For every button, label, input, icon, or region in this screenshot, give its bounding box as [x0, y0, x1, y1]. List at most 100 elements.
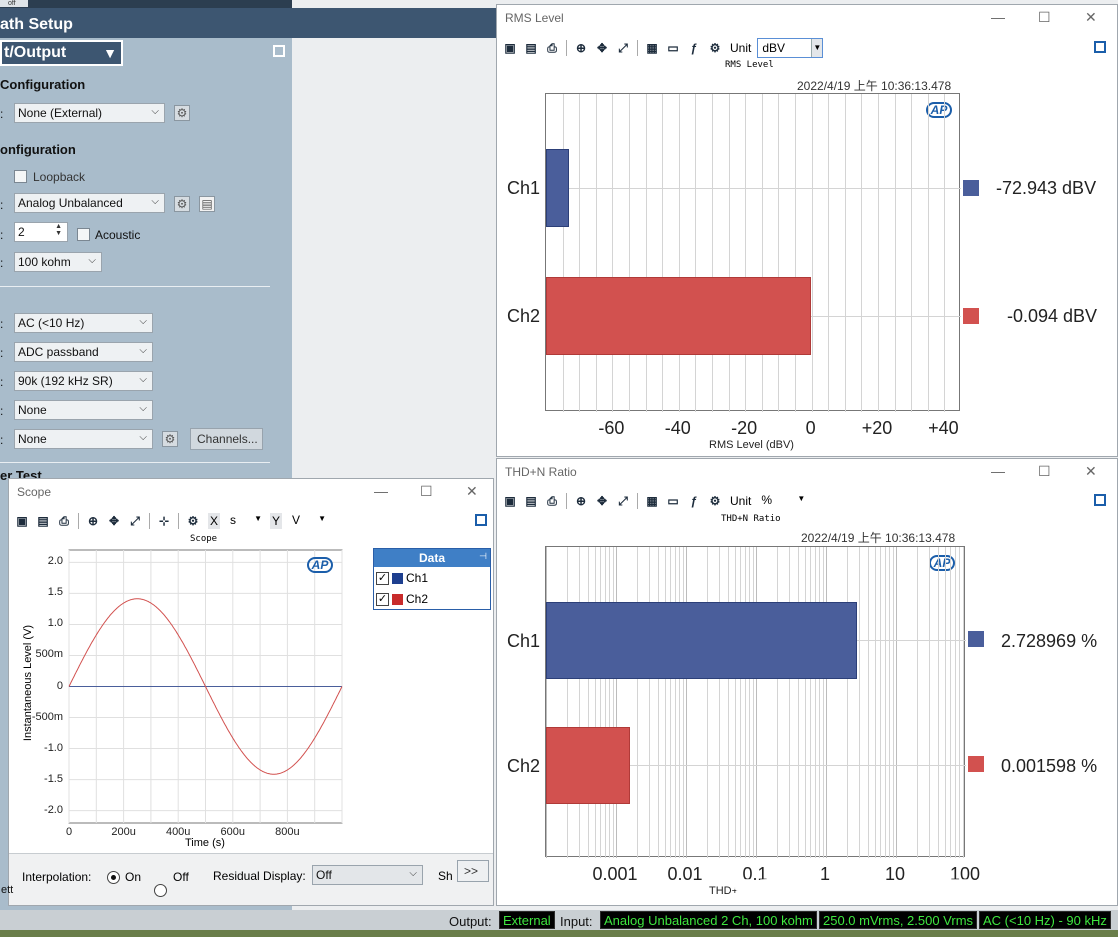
coupling-value[interactable]: AC (<10 Hz) - 90 kHz [979, 911, 1111, 929]
ch1-swatch [392, 572, 403, 584]
acoustic-checkbox[interactable] [77, 228, 90, 241]
export-icon[interactable]: ▤ [37, 514, 49, 528]
interpolation-on-radio[interactable] [107, 871, 120, 884]
grid-line [861, 94, 863, 412]
grid-line [664, 547, 666, 858]
print-icon[interactable]: ⎙ [547, 40, 557, 55]
function-icon[interactable]: ƒ [690, 41, 698, 55]
legend-item-ch1[interactable]: ✓ Ch1 [376, 569, 428, 587]
settings-sheet-icon[interactable]: ▤ [199, 196, 215, 212]
close-icon[interactable]: ✕ [1085, 9, 1097, 25]
scope-plot [68, 549, 343, 824]
graph-icon[interactable]: ▭ [667, 494, 679, 508]
grid-line [911, 94, 913, 412]
popout-icon[interactable] [1094, 41, 1106, 53]
close-icon[interactable]: ✕ [1085, 463, 1097, 479]
grid-line [892, 547, 894, 858]
print-icon[interactable]: ⎙ [59, 513, 69, 528]
level-value[interactable]: 250.0 mVrms, 2.500 Vrms [819, 911, 978, 929]
save-icon[interactable]: ▣ [504, 41, 516, 55]
grid-line [594, 547, 596, 858]
interpolation-off-radio[interactable] [154, 884, 167, 897]
zoom-icon[interactable]: ⊕ [87, 514, 99, 528]
unit-select[interactable]: % ▼ [757, 491, 807, 511]
gear-icon[interactable]: ⚙ [709, 41, 721, 55]
input-value[interactable]: Analog Unbalanced 2 Ch, 100 kohm [600, 911, 817, 929]
grid-line [728, 94, 730, 412]
y-unit-select[interactable]: V ▼ [288, 511, 328, 531]
ch2-swatch [963, 308, 979, 324]
minimize-icon[interactable]: — [991, 463, 1005, 479]
gear-icon[interactable]: ⚙ [174, 105, 190, 121]
pin-icon[interactable]: ⊣ [479, 551, 487, 561]
channels-stepper[interactable]: 2 ▲ ▼ [14, 222, 68, 242]
export-icon[interactable]: ▤ [525, 494, 537, 508]
popout-icon[interactable] [273, 45, 285, 57]
y-axis-label-button[interactable]: Y [270, 513, 283, 529]
table-icon[interactable]: ▦ [646, 41, 658, 55]
output-value[interactable]: External [499, 911, 555, 929]
filter1-select[interactable]: None ⌵ [14, 400, 153, 420]
grid-line [546, 547, 547, 858]
sample-rate-select[interactable]: 90k (192 kHz SR) ⌵ [14, 371, 153, 391]
grid-line [749, 547, 751, 858]
pan-icon[interactable]: ✥ [108, 514, 120, 528]
top-chip[interactable]: off [0, 0, 28, 7]
impedance-select[interactable]: 100 kohm ⌵ [14, 252, 102, 272]
popout-icon[interactable] [475, 514, 487, 526]
graph-icon[interactable]: ▭ [667, 41, 679, 55]
zoom-icon[interactable]: ⊕ [575, 41, 587, 55]
maximize-icon[interactable]: ☐ [1038, 463, 1051, 479]
unit-select[interactable]: dBV ▼ [757, 38, 824, 58]
legend-item-ch2[interactable]: ✓ Ch2 [376, 590, 428, 608]
minimize-icon[interactable]: — [991, 9, 1005, 25]
fit-icon[interactable]: ⤢ [130, 513, 140, 528]
x-axis-label-button[interactable]: X [208, 513, 221, 529]
interpolation-label: Interpolation: [22, 870, 92, 884]
y-tick-label: 500m [35, 648, 63, 661]
function-icon[interactable]: ƒ [690, 494, 698, 508]
save-icon[interactable]: ▣ [504, 494, 516, 508]
export-icon[interactable]: ▤ [525, 41, 537, 55]
x-tick-label: 0 [65, 826, 73, 838]
gear-icon[interactable]: ⚙ [174, 196, 190, 212]
fit-icon[interactable]: ⤢ [618, 493, 628, 508]
save-icon[interactable]: ▣ [16, 514, 28, 528]
residual-display-select[interactable]: Off ⌵ [312, 865, 423, 885]
close-icon[interactable]: ✕ [466, 483, 478, 499]
maximize-icon[interactable]: ☐ [420, 483, 433, 499]
legend-item-label: Ch1 [406, 571, 429, 585]
gear-icon[interactable]: ⚙ [709, 494, 721, 508]
filter2-select[interactable]: None ⌵ [14, 429, 153, 449]
grid-line [752, 547, 754, 858]
minimize-icon[interactable]: — [374, 483, 388, 499]
zoom-icon[interactable]: ⊕ [575, 494, 587, 508]
bandwidth-select[interactable]: ADC passband ⌵ [14, 342, 153, 362]
x-tick-label: -40 [664, 418, 691, 438]
pan-icon[interactable]: ✥ [596, 41, 608, 55]
coupling-select[interactable]: AC (<10 Hz) ⌵ [14, 313, 153, 333]
more-button[interactable]: >> [457, 860, 489, 882]
stepper-arrows-icon[interactable]: ▲ ▼ [55, 223, 62, 237]
checkbox-checked-icon[interactable]: ✓ [376, 592, 389, 606]
gear-icon[interactable]: ⚙ [162, 431, 178, 447]
pan-icon[interactable]: ✥ [596, 494, 608, 508]
popout-icon[interactable] [1094, 494, 1106, 506]
print-icon[interactable]: ⎙ [547, 493, 557, 508]
x-unit-select[interactable]: s ▼ [226, 511, 264, 531]
gear-icon[interactable]: ⚙ [187, 514, 199, 528]
input-type-select[interactable]: Analog Unbalanced ⌵ [14, 193, 165, 213]
channels-button[interactable]: Channels... [190, 428, 263, 450]
maximize-icon[interactable]: ☐ [1038, 9, 1051, 25]
grid-line [600, 547, 602, 858]
unit-label: Unit [730, 494, 752, 508]
connector-select[interactable]: None (External) ⌵ [14, 103, 165, 123]
grid-line [844, 94, 846, 412]
checkbox-checked-icon[interactable]: ✓ [376, 571, 389, 585]
residual-display-label: Residual Display: [213, 869, 306, 883]
table-icon[interactable]: ▦ [646, 494, 658, 508]
loopback-checkbox[interactable] [14, 170, 27, 183]
cursor-icon[interactable]: ⊹ [158, 514, 170, 528]
input-output-select[interactable]: t/Output ▼ [0, 40, 123, 66]
fit-icon[interactable]: ⤢ [618, 40, 628, 55]
